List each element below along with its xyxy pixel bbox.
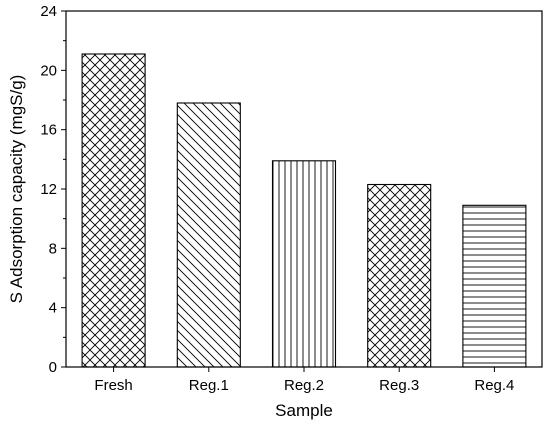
bars-group	[81, 53, 527, 368]
x-axis-title: Sample	[275, 401, 333, 420]
bar-reg-1	[176, 102, 241, 368]
y-tick-label: 24	[40, 3, 57, 20]
plot-frame	[65, 10, 543, 368]
bar-fresh	[81, 53, 146, 368]
x-tick-label: Fresh	[94, 377, 132, 394]
x-axis-ticks: Fresh Reg.1 Reg.2 Reg.3 Reg.4	[94, 367, 514, 394]
y-axis-title: S Adsorption capacity (mgS/g)	[7, 75, 26, 304]
y-tick-label: 12	[40, 181, 57, 198]
y-tick-label: 0	[49, 359, 57, 376]
bar-reg-2	[271, 160, 337, 368]
x-tick-label: Reg.3	[379, 377, 419, 394]
x-tick-label: Reg.2	[284, 377, 324, 394]
x-tick-label: Reg.1	[189, 377, 229, 394]
y-tick-label: 16	[40, 122, 57, 139]
bar-reg-4	[462, 204, 527, 368]
y-tick-label: 8	[49, 240, 57, 257]
y-tick-label: 20	[40, 62, 57, 79]
x-tick-label: Reg.4	[474, 377, 514, 394]
y-tick-label: 4	[49, 300, 57, 317]
bar-reg-3	[367, 183, 432, 368]
y-axis-ticks: 0 4 8 12 16 20 24	[40, 3, 66, 376]
